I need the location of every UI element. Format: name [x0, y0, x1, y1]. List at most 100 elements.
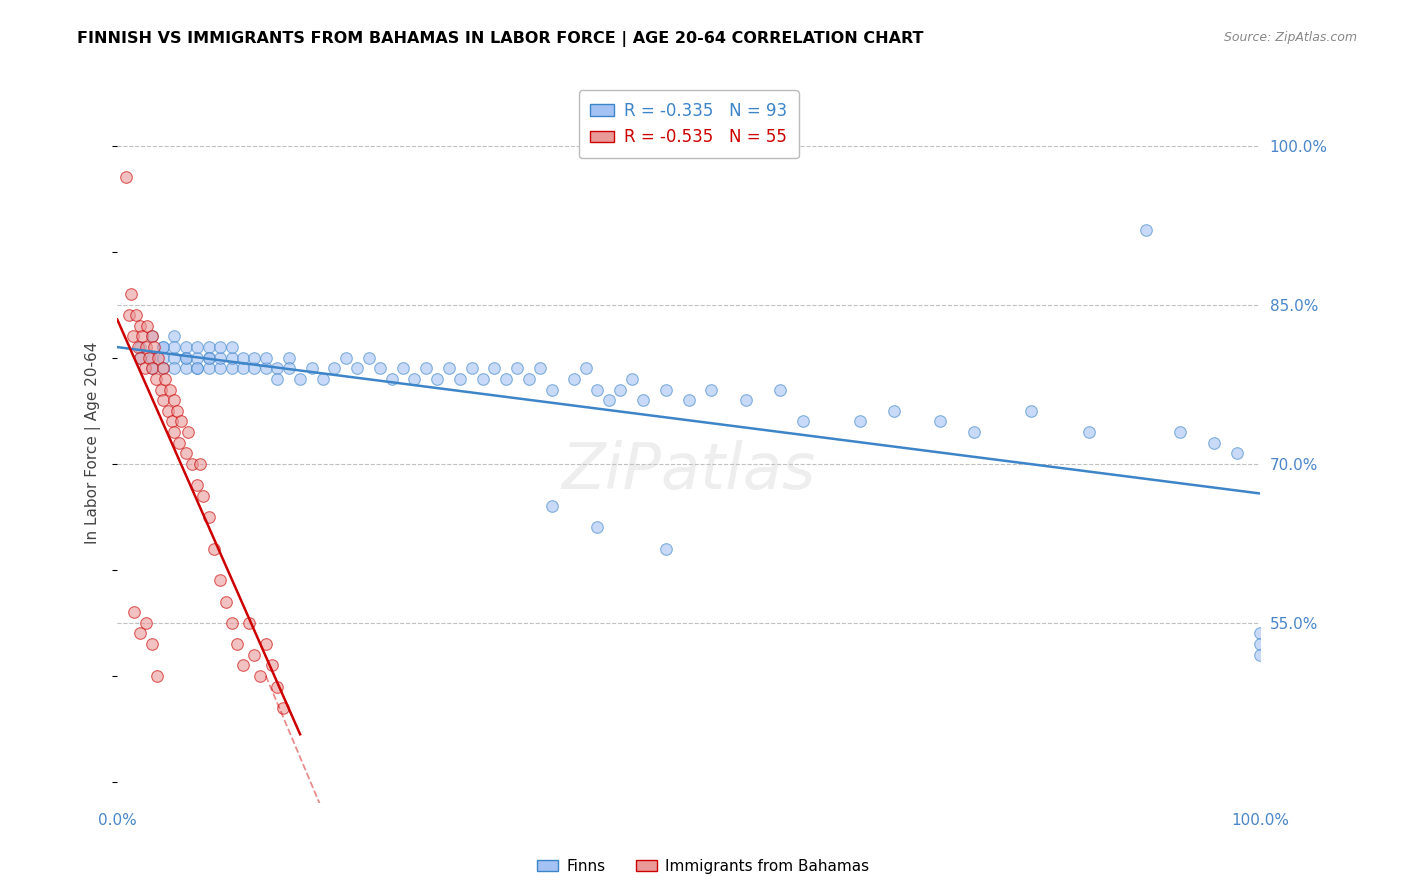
Point [163, 340, 186, 354]
Point [346, 361, 368, 376]
Point [266, 372, 288, 386]
Point [655, 383, 678, 397]
Point [131, 329, 153, 343]
Point [471, 372, 494, 386]
Point [266, 680, 288, 694]
Point [266, 361, 288, 376]
Point [141, 637, 163, 651]
Point [146, 669, 169, 683]
Point [1204, 435, 1226, 450]
Point [277, 361, 299, 376]
Point [426, 372, 449, 386]
Point [186, 351, 208, 365]
Point [163, 351, 186, 365]
Point [392, 361, 415, 376]
Point [152, 361, 174, 376]
Point [152, 340, 174, 354]
Point [152, 340, 174, 354]
Point [141, 329, 163, 343]
Point [243, 361, 266, 376]
Point [129, 351, 152, 365]
Point [174, 361, 197, 376]
Point [586, 520, 609, 534]
Point [136, 318, 159, 333]
Point [849, 414, 872, 428]
Point [1249, 648, 1271, 662]
Point [254, 361, 277, 376]
Point [166, 403, 188, 417]
Point [141, 361, 163, 376]
Point [118, 308, 141, 322]
Point [197, 340, 219, 354]
Point [138, 351, 160, 365]
Point [226, 637, 249, 651]
Point [484, 361, 506, 376]
Point [160, 414, 183, 428]
Point [129, 340, 152, 354]
Point [142, 340, 165, 354]
Point [120, 287, 142, 301]
Point [415, 361, 437, 376]
Point [1226, 446, 1249, 460]
Text: Source: ZipAtlas.com: Source: ZipAtlas.com [1223, 31, 1357, 45]
Point [792, 414, 814, 428]
Point [529, 361, 551, 376]
Point [209, 574, 232, 588]
Point [188, 457, 211, 471]
Point [135, 340, 157, 354]
Point [186, 361, 208, 376]
Legend: R = -0.335   N = 93, R = -0.535   N = 55: R = -0.335 N = 93, R = -0.535 N = 55 [579, 90, 799, 158]
Point [197, 351, 219, 365]
Point [124, 308, 146, 322]
Point [202, 541, 225, 556]
Point [655, 541, 678, 556]
Point [122, 329, 145, 343]
Point [700, 383, 723, 397]
Point [163, 329, 186, 343]
Point [170, 414, 193, 428]
Point [598, 393, 620, 408]
Point [145, 372, 167, 386]
Point [191, 489, 214, 503]
Point [174, 351, 197, 365]
Point [167, 435, 190, 450]
Point [288, 372, 311, 386]
Point [564, 372, 586, 386]
Point [243, 351, 266, 365]
Point [506, 361, 529, 376]
Point [437, 361, 460, 376]
Point [180, 457, 202, 471]
Point [249, 669, 271, 683]
Point [221, 615, 243, 630]
Point [769, 383, 792, 397]
Point [186, 361, 208, 376]
Point [209, 340, 232, 354]
Point [517, 372, 540, 386]
Point [449, 372, 471, 386]
Point [135, 615, 157, 630]
Point [232, 658, 254, 673]
Legend: Finns, Immigrants from Bahamas: Finns, Immigrants from Bahamas [531, 853, 875, 880]
Point [301, 361, 323, 376]
Point [495, 372, 517, 386]
Point [152, 393, 174, 408]
Point [254, 637, 277, 651]
Point [174, 340, 197, 354]
Point [460, 361, 482, 376]
Point [1021, 403, 1043, 417]
Point [197, 361, 219, 376]
Point [152, 351, 174, 365]
Point [215, 595, 238, 609]
Point [368, 361, 391, 376]
Point [149, 383, 172, 397]
Point [883, 403, 905, 417]
Point [174, 351, 197, 365]
Point [221, 340, 243, 354]
Point [335, 351, 357, 365]
Point [155, 372, 177, 386]
Point [929, 414, 952, 428]
Point [221, 361, 243, 376]
Point [323, 361, 346, 376]
Point [141, 329, 163, 343]
Point [243, 648, 266, 662]
